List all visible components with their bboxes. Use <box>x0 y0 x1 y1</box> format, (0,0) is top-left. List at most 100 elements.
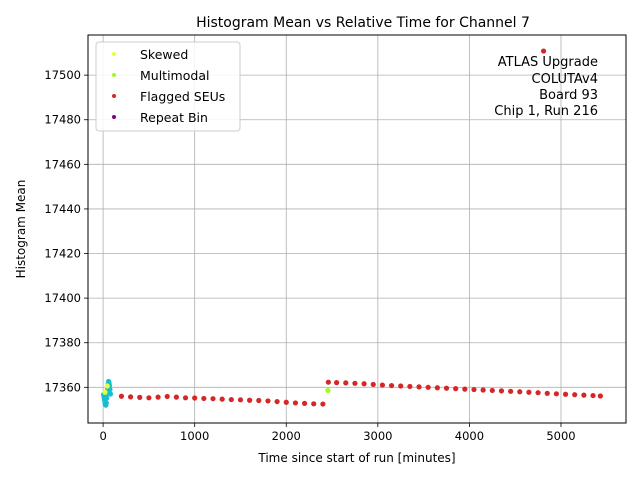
point-flagged-seus <box>173 394 179 400</box>
point-flagged-seus <box>480 387 486 393</box>
legend-marker-flagged-seus <box>112 94 116 98</box>
point-flagged-seus <box>311 401 317 407</box>
point-flagged-seus <box>237 397 244 403</box>
point-flagged-seus <box>544 390 550 396</box>
point-flagged-seus <box>361 381 367 387</box>
point-flagged-seus <box>301 400 308 406</box>
point-flagged-seus <box>256 397 262 404</box>
point-flagged-seus <box>137 394 143 400</box>
run-annotation: ATLAS Upgrade COLUTAv4 Board 93 Chip 1, … <box>494 55 598 119</box>
point-normal-start-of-run <box>103 400 109 406</box>
legend-label-skewed: Skewed <box>140 47 188 62</box>
y-tick-label: 17380 <box>44 336 81 350</box>
x-tick-label: 5000 <box>546 429 575 443</box>
point-flagged-seus <box>407 383 413 390</box>
point-flagged-seus <box>508 388 514 394</box>
point-flagged-seus <box>274 398 280 405</box>
point-flagged-seus <box>540 48 547 54</box>
point-flagged-seus <box>517 389 523 395</box>
point-flagged-seus <box>590 392 596 399</box>
legend-label-multimodal: Multimodal <box>140 68 209 83</box>
point-flagged-seus <box>118 393 125 399</box>
point-multimodal <box>325 387 331 394</box>
point-flagged-seus <box>553 391 560 397</box>
point-flagged-seus <box>535 390 541 396</box>
point-flagged-seus <box>247 397 253 403</box>
point-flagged-seus <box>192 395 198 401</box>
x-tick-label: 4000 <box>455 429 484 443</box>
point-flagged-seus <box>292 400 299 406</box>
x-axis-ticks: 0 1000 2000 3000 4000 5000 <box>99 423 576 443</box>
x-tick-label: 2000 <box>272 429 301 443</box>
legend-label-flagged-seus: Flagged SEUs <box>140 89 225 104</box>
point-flagged-seus <box>283 399 289 405</box>
y-tick-label: 17500 <box>44 68 81 82</box>
point-flagged-seus <box>572 392 578 398</box>
point-flagged-seus <box>526 389 532 395</box>
point-flagged-seus <box>219 396 225 402</box>
annotation-line-1: ATLAS Upgrade <box>498 55 598 70</box>
point-flagged-seus <box>182 395 189 401</box>
legend-marker-repeat-bin <box>112 115 116 119</box>
point-flagged-seus <box>443 385 450 391</box>
legend-label-repeat-bin: Repeat Bin <box>140 110 208 125</box>
annotation-line-3: Board 93 <box>539 88 598 103</box>
y-tick-label: 17460 <box>44 157 81 171</box>
point-flagged-seus <box>155 394 161 400</box>
point-flagged-seus <box>398 383 404 389</box>
point-flagged-seus <box>352 380 358 386</box>
legend: Skewed Multimodal Flagged SEUs Repeat Bi… <box>95 41 241 132</box>
y-tick-label: 17440 <box>44 202 81 216</box>
point-flagged-seus <box>343 380 349 386</box>
point-flagged-seus <box>597 393 603 399</box>
point-flagged-seus <box>434 385 440 391</box>
point-flagged-seus <box>581 392 587 398</box>
point-flagged-seus <box>370 381 376 388</box>
point-skewed <box>102 389 108 395</box>
y-tick-label: 17420 <box>44 247 81 261</box>
annotation-line-2: COLUTAv4 <box>532 72 598 87</box>
point-flagged-seus <box>164 393 170 400</box>
point-flagged-seus <box>146 395 152 401</box>
point-flagged-seus <box>127 394 134 400</box>
point-flagged-seus <box>498 388 505 394</box>
legend-marker-multimodal <box>112 73 116 77</box>
data-points <box>100 48 603 408</box>
point-flagged-seus <box>325 379 331 385</box>
legend-marker-skewed <box>112 52 116 56</box>
point-flagged-seus <box>562 391 569 397</box>
point-skewed <box>104 383 110 389</box>
point-flagged-seus <box>201 395 207 402</box>
point-flagged-seus <box>416 384 422 390</box>
grid-lines <box>88 35 626 423</box>
point-flagged-seus <box>462 386 468 392</box>
legend-box <box>95 41 241 132</box>
x-tick-label: 0 <box>99 429 106 443</box>
y-tick-label: 17480 <box>44 113 81 127</box>
x-axis-label: Time since start of run [minutes] <box>257 451 455 465</box>
plot-frame <box>87 34 627 424</box>
point-flagged-seus <box>334 380 340 386</box>
y-axis-ticks: 17360 17380 17400 17420 17440 17460 17480 17500 <box>44 68 88 394</box>
point-normal-start-of-run <box>107 386 113 393</box>
annotation-line-4: Chip 1, Run 216 <box>494 104 598 119</box>
point-flagged-seus <box>388 382 395 389</box>
y-axis-label: Histogram Mean <box>14 180 28 279</box>
chart-title: Histogram Mean vs Relative Time for Chan… <box>196 15 530 31</box>
point-flagged-seus <box>228 396 234 403</box>
y-tick-label: 17360 <box>44 380 81 394</box>
point-flagged-seus <box>379 382 386 388</box>
point-flagged-seus <box>265 398 271 404</box>
point-flagged-seus <box>453 386 459 392</box>
x-tick-label: 1000 <box>180 429 209 443</box>
point-flagged-seus <box>320 401 326 407</box>
point-flagged-seus <box>210 396 216 402</box>
point-flagged-seus <box>489 387 495 394</box>
point-normal-start-of-run <box>107 391 114 397</box>
x-tick-label: 3000 <box>363 429 392 443</box>
y-tick-label: 17400 <box>44 291 81 305</box>
point-normal-start-of-run <box>104 395 110 401</box>
point-flagged-seus <box>425 384 431 390</box>
point-flagged-seus <box>471 386 477 393</box>
